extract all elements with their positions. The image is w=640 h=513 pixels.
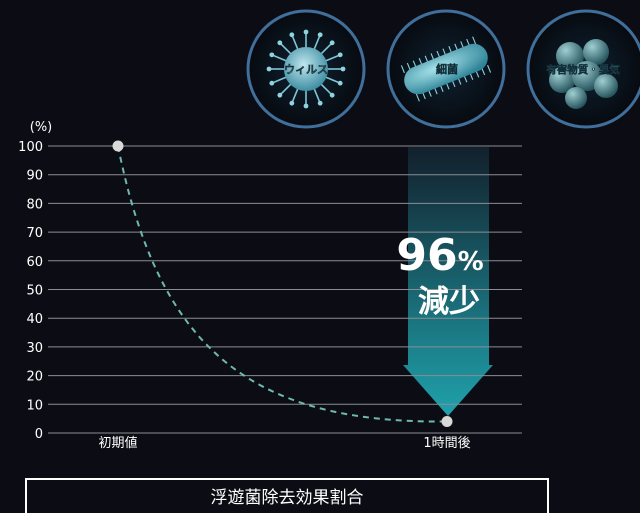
reduction-value: 96% [396, 230, 483, 281]
y-tick-label: 60 [26, 255, 43, 270]
y-axis-unit: (%) [30, 120, 53, 135]
x-axis-ticks: 初期値 1時間後 [98, 435, 470, 451]
grid-lines [48, 145, 522, 434]
icon-label-virus: ウィルス [284, 63, 328, 76]
reduction-percent-sign: % [458, 247, 484, 277]
y-axis-ticks: 0 10 20 30 40 50 60 70 80 90 100 [18, 140, 43, 442]
reduction-number: 96 [396, 230, 457, 281]
icon-label-bacteria: 細菌 [436, 62, 458, 76]
series-curve [117, 145, 448, 423]
x-tick-label: 1時間後 [423, 436, 470, 451]
x-tick-label: 初期値 [98, 435, 137, 451]
data-point-after-1h [441, 416, 453, 428]
y-tick-label: 80 [26, 197, 43, 212]
data-point-initial [112, 140, 124, 152]
virus-icon: ウィルス [246, 9, 366, 129]
y-tick-label: 30 [26, 341, 43, 356]
y-tick-label: 70 [26, 226, 43, 241]
reduction-caption: 減少 [418, 284, 480, 320]
y-tick-label: 100 [18, 140, 43, 155]
icon-label-molecule: 有害物質・臭気 [546, 63, 620, 76]
footer-title: 浮遊菌除去効果割合 [211, 488, 364, 508]
molecule-icon: 有害物質・臭気 [526, 9, 640, 129]
reduction-arrow [403, 147, 493, 416]
bacteria-icon: 細菌 [386, 9, 506, 129]
y-tick-label: 50 [26, 284, 43, 299]
y-tick-label: 0 [35, 427, 43, 442]
y-tick-label: 90 [26, 169, 43, 184]
footer-box [25, 478, 549, 513]
y-tick-label: 40 [26, 312, 43, 327]
y-tick-label: 20 [26, 370, 43, 385]
y-tick-label: 10 [26, 398, 43, 413]
